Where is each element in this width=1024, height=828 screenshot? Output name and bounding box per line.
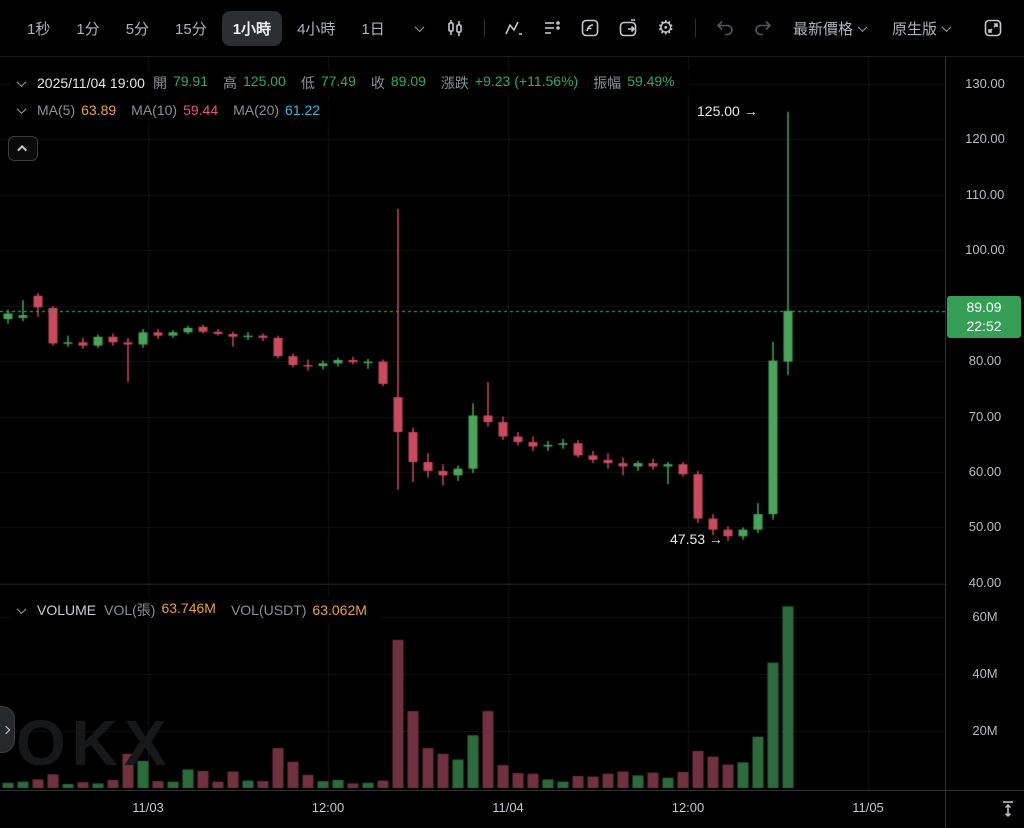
chevron-down-icon[interactable] (16, 603, 27, 614)
low-value: 77.49 (320, 73, 356, 89)
timeframe-7[interactable]: 1日 (361, 20, 385, 38)
timeframe-dropdown-chevron[interactable] (400, 13, 434, 43)
timeframe-5[interactable]: 1小時 (221, 10, 283, 46)
low-price-marker: 47.53 → (670, 531, 723, 547)
time-axis-label: 12:00 (671, 800, 705, 815)
chevron-right-icon (1, 725, 11, 734)
current-price-badge: 89.09 22:52 (947, 296, 1021, 338)
volume-legend: VOLUME VOL(張) 63.746M VOL(USDT) 63.062M (10, 597, 382, 623)
chevron-down-icon[interactable] (16, 103, 27, 114)
layout-template-icon[interactable] (611, 13, 645, 43)
amplitude-label: 振幅 (593, 75, 622, 91)
candlestick-style-icon[interactable] (438, 13, 472, 43)
current-price: 89.09 (966, 299, 1002, 315)
formula-fx-icon[interactable] (573, 13, 607, 43)
ma10-value: 59.44 (183, 102, 219, 118)
chevron-up-icon (16, 144, 27, 155)
change-value: +9.23 (+11.56%) (474, 73, 579, 89)
ma-legend: MA(5) 63.89 MA(10) 59.44 MA(20) 61.22 (10, 99, 336, 121)
pane-separator[interactable] (0, 584, 945, 585)
price-axis-label: 40.00 (968, 574, 1002, 590)
undo-icon[interactable] (708, 13, 742, 43)
price-mode-label: 最新價格 (792, 20, 853, 38)
price-axis-separator (945, 57, 946, 828)
time-axis[interactable]: 11/03 12:00 11/04 12:00 11/05 (0, 791, 946, 828)
chevron-down-icon (941, 21, 952, 32)
volume-axis-label: 20M (972, 723, 998, 738)
price-axis-label: 100.00 (965, 242, 1005, 258)
candle-countdown: 22:52 (966, 318, 1002, 334)
timeframe-group: 1秒 1分 5分 15分 1小時 4小時 1日 (16, 10, 396, 46)
price-mode-dropdown[interactable]: 最新價格 (792, 18, 868, 39)
ohlc-legend: 2025/11/04 19:00 開 79.91 高 125.00 低 77.49 收… (10, 70, 690, 96)
open-value: 79.91 (172, 73, 208, 89)
toolbar-divider (483, 19, 485, 37)
settings-gear-icon[interactable]: ⚙ (657, 17, 675, 39)
ma20-value: 61.22 (285, 102, 321, 118)
chevron-down-icon[interactable] (16, 76, 27, 87)
high-label: 高 (223, 75, 237, 91)
chart-toolbar: 1秒 1分 5分 15分 1小時 4小時 1日 (0, 0, 1024, 57)
high-price-marker: 125.00 → (697, 103, 758, 119)
collapse-panel-button[interactable] (8, 136, 38, 161)
time-axis-label: 12:00 (311, 800, 345, 815)
version-label: 原生版 (891, 20, 937, 38)
timeframe-3[interactable]: 5分 (125, 20, 150, 38)
fullscreen-icon[interactable] (976, 13, 1010, 43)
volume-axis-label: 60M (972, 609, 998, 624)
chevron-down-icon (414, 21, 425, 32)
open-label: 開 (152, 75, 167, 91)
price-axis-label: 50.00 (968, 519, 1002, 535)
vol-usdt-label: VOL(USDT) (230, 602, 307, 618)
auto-scale-icon[interactable] (996, 797, 1020, 821)
timeframe-4[interactable]: 15分 (175, 20, 207, 38)
ma10-label: MA(10) (131, 102, 178, 118)
timeframe-1[interactable]: 1秒 (27, 20, 51, 38)
close-label: 收 (370, 75, 385, 91)
price-axis-label: 110.00 (965, 186, 1005, 202)
ma5-value: 63.89 (81, 102, 117, 118)
change-label: 漲跌 (440, 75, 469, 91)
time-axis-label: 11/03 (132, 800, 164, 815)
price-axis-label: 120.00 (965, 131, 1005, 147)
timeframe-2[interactable]: 1分 (76, 20, 100, 38)
vol-usdt-value: 63.062M (312, 602, 367, 618)
redo-icon[interactable] (746, 13, 780, 43)
price-axis[interactable]: 130.00 120.00 110.00 100.00 80.00 70.00 60.00 5… (946, 57, 1024, 790)
price-axis-label: 80.00 (968, 353, 1002, 369)
time-axis-label: 11/04 (492, 800, 524, 815)
high-value: 125.00 (243, 73, 286, 89)
vol-contracts-value: 63.746M (161, 600, 216, 616)
vol-contracts-label: VOL(張) (104, 602, 156, 618)
toolbar-divider (694, 19, 696, 37)
okx-watermark: OKX (16, 707, 173, 779)
version-dropdown[interactable]: 原生版 (891, 18, 952, 39)
indicators-icon[interactable] (497, 13, 531, 43)
volume-axis-label: 40M (972, 666, 998, 681)
timeframe-6[interactable]: 4小時 (297, 20, 336, 38)
time-axis-separator (0, 790, 1024, 791)
indicator-settings-icon[interactable] (535, 13, 569, 43)
price-axis-label: 70.00 (968, 408, 1002, 424)
price-axis-label: 130.00 (965, 76, 1005, 91)
candle-datetime: 2025/11/04 19:00 (37, 75, 145, 91)
amplitude-value: 59.49% (627, 73, 675, 89)
ma5-label: MA(5) (37, 102, 76, 118)
chevron-down-icon (857, 21, 868, 32)
ma20-label: MA(20) (233, 102, 280, 118)
volume-title: VOLUME (37, 602, 97, 618)
price-axis-label: 60.00 (968, 464, 1002, 479)
close-value: 89.09 (390, 73, 426, 89)
low-label: 低 (300, 75, 315, 91)
expand-left-panel-button[interactable] (0, 706, 15, 753)
time-axis-label: 11/05 (852, 800, 884, 815)
